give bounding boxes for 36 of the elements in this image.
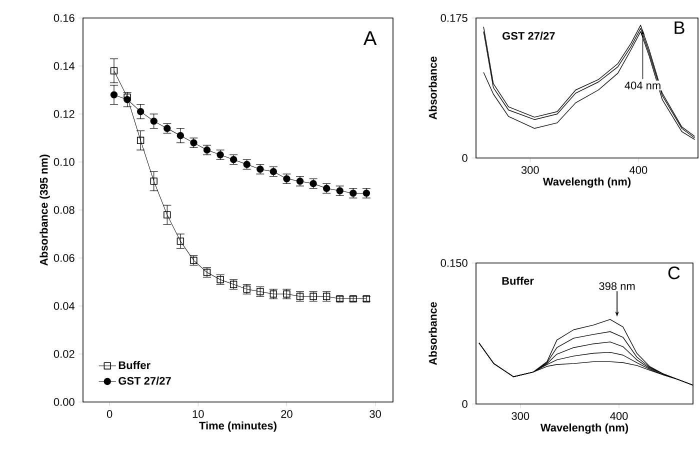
y-tick-label: 0.10	[54, 158, 74, 166]
annotation: Buffer	[502, 276, 534, 285]
y-tick-label: 0.02	[54, 350, 74, 358]
x-tick-label: 400	[610, 412, 628, 420]
annotation: GST 27/27	[502, 32, 555, 40]
x-tick-label: 300	[512, 412, 530, 420]
y-axis-title: Absorbance (395 nm)	[40, 154, 50, 266]
chart-title: B	[674, 21, 684, 34]
x-axis-title: Time (minutes)	[199, 421, 276, 432]
chart-title: C	[668, 266, 680, 280]
y-tick-label: 0.00	[54, 398, 74, 406]
legend-label: GST 27/27	[118, 376, 171, 385]
y-axis-title: Absorbance	[428, 302, 437, 366]
annotation: 404 nm	[624, 82, 660, 90]
y-tick-label: 0.150	[440, 259, 468, 267]
y-tick-label: 0	[462, 154, 468, 162]
y-tick-label: 0	[462, 400, 468, 408]
legend-label: Buffer	[118, 361, 150, 370]
x-tick-label: 10	[192, 410, 204, 418]
y-tick-label: 0.16	[54, 14, 74, 22]
y-tick-label: 0.04	[54, 302, 75, 310]
x-tick-label: 0	[106, 410, 112, 418]
y-tick-label: 0.14	[54, 62, 75, 70]
y-tick-label: 0.06	[54, 254, 74, 262]
y-axis-title: Absorbance	[428, 56, 437, 120]
y-tick-label: 0.08	[54, 206, 74, 214]
text: A	[363, 31, 377, 45]
annotation: 398 nm	[599, 282, 635, 290]
x-axis-title: Wavelength (nm)	[540, 423, 628, 434]
x-tick-label: 30	[370, 410, 381, 418]
x-tick-label: 20	[281, 410, 292, 418]
x-tick-label: 400	[630, 166, 648, 174]
x-axis-title: Wavelength (nm)	[542, 177, 631, 188]
y-tick-label: 0.175	[440, 14, 468, 22]
y-tick-label: 0.12	[54, 110, 74, 118]
x-tick-label: 300	[521, 166, 539, 174]
